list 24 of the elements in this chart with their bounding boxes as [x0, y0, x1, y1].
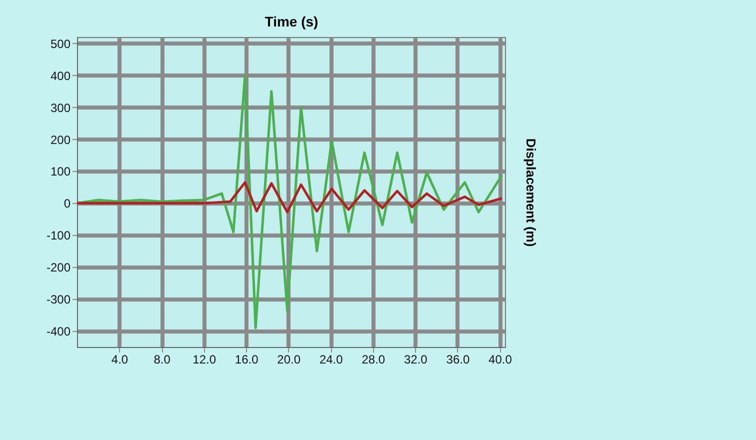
x-tick-label: 16.0 — [234, 352, 259, 366]
y-tick-label: 500 — [50, 36, 71, 51]
line-series — [76, 74, 504, 330]
y-tick-label: 400 — [50, 68, 71, 83]
x-tick-label: 32.0 — [404, 352, 428, 366]
x-tick-label: 20.0 — [277, 352, 301, 366]
y-tick-label: -200 — [46, 260, 71, 275]
y-tick-label: -300 — [46, 292, 71, 307]
y-tick-label: -400 — [46, 324, 71, 339]
x-tick-label: 8.0 — [154, 352, 171, 366]
x-tick-label: 40.0 — [488, 352, 512, 366]
x-tick-label: 4.0 — [111, 352, 128, 366]
y-tick-label: 0 — [64, 196, 71, 211]
y-tick-label: -100 — [46, 228, 71, 243]
line-series — [76, 181, 504, 214]
x-axis-title: Time (s) — [264, 14, 318, 30]
y-tick-label: 100 — [50, 164, 71, 179]
y-axis-title: Displacement (m) — [524, 138, 538, 247]
x-tick-label: 12.0 — [192, 352, 216, 366]
y-tick-label: 200 — [50, 132, 71, 147]
x-tick-label: 24.0 — [319, 352, 344, 366]
x-tick-label: 28.0 — [362, 352, 386, 366]
x-tick-label: 36.0 — [446, 352, 470, 366]
y-tick-label: 300 — [50, 100, 71, 115]
